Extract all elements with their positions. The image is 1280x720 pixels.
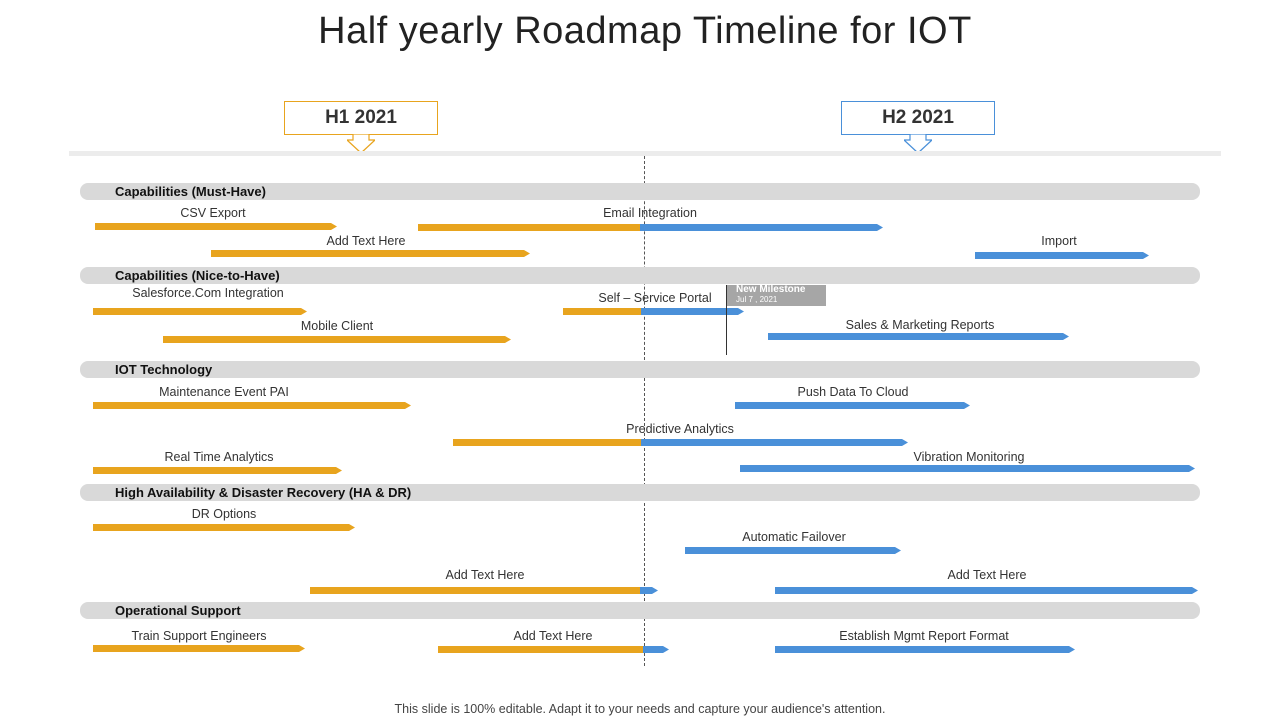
task-bar — [775, 587, 1198, 594]
task-label: Sales & Marketing Reports — [845, 318, 995, 332]
task-label: Vibration Monitoring — [913, 450, 1025, 464]
task-bar — [735, 402, 970, 409]
task-bar — [93, 467, 342, 474]
task-bar — [768, 333, 1069, 340]
task-bar — [93, 645, 305, 652]
task-label: Automatic Failover — [742, 530, 846, 544]
section-label: Capabilities (Must-Have) — [115, 184, 266, 199]
task-bar — [95, 223, 337, 230]
task-label: Push Data To Cloud — [797, 385, 909, 399]
section-band — [80, 484, 1200, 501]
h1-pointer-icon — [347, 134, 375, 154]
mid-year-divider — [644, 156, 645, 360]
task-bar — [211, 250, 530, 257]
section-label: IOT Technology — [115, 362, 213, 377]
task-label: Salesforce.Com Integration — [132, 286, 284, 300]
section-label: High Availability & Disaster Recovery (H… — [115, 485, 412, 500]
section-band — [80, 183, 1200, 200]
section-label: Operational Support — [115, 603, 241, 618]
task-label: Email Integration — [603, 206, 697, 220]
milestone-title: New Milestone — [736, 284, 806, 295]
task-label: Predictive Analytics — [626, 422, 734, 436]
task-label: Mobile Client — [300, 319, 374, 333]
task-label: Add Text Here — [445, 568, 525, 582]
task-bar — [93, 402, 411, 409]
task-label: Real Time Analytics — [164, 450, 274, 464]
section-band — [80, 602, 1200, 619]
task-bar — [163, 336, 511, 343]
h2-pointer-icon — [904, 134, 932, 154]
footer-note: This slide is 100% editable. Adapt it to… — [394, 702, 886, 716]
task-label: CSV Export — [180, 206, 246, 220]
page-title: Half yearly Roadmap Timeline for IOT — [318, 10, 972, 52]
task-bar — [93, 308, 307, 315]
task-label: Add Text Here — [326, 234, 406, 248]
task-bar — [740, 465, 1195, 472]
mid-year-divider-lower — [644, 378, 645, 666]
task-bar — [453, 439, 908, 446]
task-bar — [418, 224, 883, 231]
task-label: Train Support Engineers — [131, 629, 267, 643]
timeline-top-line — [69, 151, 1221, 156]
task-label: Import — [1041, 234, 1077, 248]
milestone-marker: New Milestone Jul 7 , 2021 — [727, 285, 826, 306]
task-label: DR Options — [191, 507, 257, 521]
task-bar — [438, 646, 669, 653]
section-band — [80, 267, 1200, 284]
task-bar — [310, 587, 658, 594]
task-bar — [685, 547, 901, 554]
task-label: Add Text Here — [947, 568, 1027, 582]
section-label: Capabilities (Nice-to-Have) — [115, 268, 280, 283]
task-label: Self – Service Portal — [598, 291, 712, 305]
task-bar — [93, 524, 355, 531]
task-label: Establish Mgmt Report Format — [839, 629, 1009, 643]
h2-header: H2 2021 — [841, 101, 995, 135]
h1-header: H1 2021 — [284, 101, 438, 135]
task-bar — [975, 252, 1149, 259]
task-label: Maintenance Event PAI — [159, 385, 289, 399]
task-bar — [775, 646, 1075, 653]
milestone-line — [726, 285, 727, 355]
milestone-date: Jul 7 , 2021 — [736, 295, 778, 304]
section-band — [80, 361, 1200, 378]
task-bar — [563, 308, 744, 315]
task-label: Add Text Here — [513, 629, 593, 643]
